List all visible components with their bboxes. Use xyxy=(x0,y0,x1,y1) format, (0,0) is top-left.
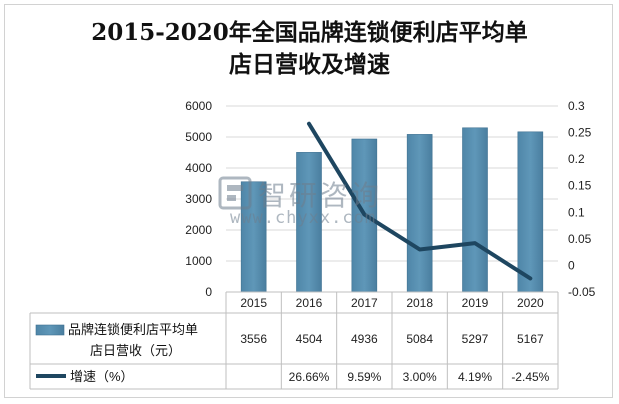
watermark: 智研咨询 www.chyxx.com xyxy=(218,174,418,230)
chyxx-logo-icon xyxy=(218,176,252,210)
right-tick-label: 0 xyxy=(568,258,575,272)
category-label: 2017 xyxy=(351,296,378,310)
right-y-axis: -0.05 0 0.05 0.1 0.15 0.2 0.25 0.3 xyxy=(568,99,596,299)
right-tick-label: 0.05 xyxy=(568,232,592,246)
bar-2016 xyxy=(296,152,322,293)
data-table: 2015 2016 2017 2018 2019 2020 品牌连锁便利店平均单店日营收（元… xyxy=(29,291,559,390)
table-cell-growth: 3.00% xyxy=(403,370,437,384)
right-tick-label: 0.3 xyxy=(568,99,585,113)
category-label: 2015 xyxy=(240,296,267,310)
left-tick-label: 3000 xyxy=(185,192,212,206)
bar-2020 xyxy=(517,131,544,293)
left-tick-label: 5000 xyxy=(185,130,212,144)
category-label: 2018 xyxy=(406,296,433,310)
left-tick-label: 6000 xyxy=(185,99,212,113)
table-cell-growth: -2.45% xyxy=(511,370,549,384)
table-cell-revenue: 4504 xyxy=(296,332,323,346)
bar-series xyxy=(240,127,544,293)
chart-title-line-2: 店日营收及增速 xyxy=(229,51,390,78)
category-label: 2019 xyxy=(462,296,489,310)
left-tick-label: 2000 xyxy=(185,223,212,237)
table-cell-growth: 26.66% xyxy=(289,370,330,384)
table-cell-revenue: 5167 xyxy=(517,332,544,346)
right-tick-label: -0.05 xyxy=(568,285,596,299)
bar-2015 xyxy=(240,181,267,293)
right-tick-label: 0.2 xyxy=(568,152,585,166)
table-cell-growth: 9.59% xyxy=(347,370,381,384)
right-tick-label: 0.25 xyxy=(568,126,592,140)
table-cell-revenue: 5297 xyxy=(462,332,489,346)
legend-label-bar-line2: 店日营收（元） xyxy=(90,343,181,358)
legend-label-line: 增速（%） xyxy=(70,369,134,384)
right-tick-label: 0.15 xyxy=(568,179,592,193)
table-cell-revenue: 5084 xyxy=(406,332,433,346)
right-tick-label: 0.1 xyxy=(568,205,585,219)
legend-swatch-bar xyxy=(35,324,65,336)
table-cell-revenue: 3556 xyxy=(240,332,267,346)
left-tick-label: 4000 xyxy=(185,161,212,175)
watermark-text: 智研咨询 xyxy=(258,179,383,212)
left-tick-label: 1000 xyxy=(185,254,212,268)
category-label: 2016 xyxy=(296,296,323,310)
category-label: 2020 xyxy=(517,296,544,310)
watermark-url: www.chyxx.com xyxy=(230,208,377,228)
table-cell-growth: 4.19% xyxy=(458,370,492,384)
line-series xyxy=(307,121,533,281)
bar-2019 xyxy=(462,127,488,293)
left-tick-label: 0 xyxy=(205,285,212,299)
legend-label-bar: 品牌连锁便利店平均单 xyxy=(68,322,198,337)
left-y-axis: 0 1000 2000 3000 4000 5000 6000 xyxy=(185,99,212,299)
table-cell-revenue: 4936 xyxy=(351,332,378,346)
chart-title-line-1: 2015-2020年全国品牌连锁便利店平均单 xyxy=(91,19,528,46)
